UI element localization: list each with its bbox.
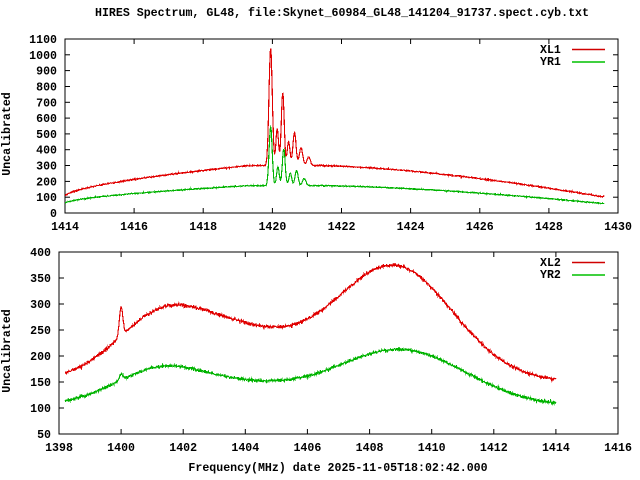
svg-text:1402: 1402 bbox=[169, 442, 197, 455]
svg-text:250: 250 bbox=[30, 325, 51, 338]
svg-text:100: 100 bbox=[36, 192, 57, 205]
svg-text:0: 0 bbox=[50, 208, 57, 221]
svg-text:1414: 1414 bbox=[51, 221, 79, 234]
svg-text:1416: 1416 bbox=[120, 221, 148, 234]
svg-text:1404: 1404 bbox=[231, 442, 259, 455]
svg-text:1416: 1416 bbox=[604, 442, 632, 455]
svg-text:150: 150 bbox=[30, 377, 51, 390]
svg-text:1418: 1418 bbox=[189, 221, 217, 234]
svg-text:50: 50 bbox=[37, 429, 51, 442]
svg-text:350: 350 bbox=[30, 273, 51, 286]
svg-text:700: 700 bbox=[36, 97, 57, 110]
svg-text:1414: 1414 bbox=[542, 442, 570, 455]
svg-text:1406: 1406 bbox=[293, 442, 321, 455]
svg-text:1426: 1426 bbox=[466, 221, 494, 234]
svg-text:1410: 1410 bbox=[418, 442, 446, 455]
svg-text:200: 200 bbox=[30, 351, 51, 364]
svg-text:1420: 1420 bbox=[258, 221, 286, 234]
svg-text:400: 400 bbox=[36, 145, 57, 158]
svg-text:500: 500 bbox=[36, 129, 57, 142]
svg-text:1398: 1398 bbox=[45, 442, 73, 455]
svg-text:1424: 1424 bbox=[397, 221, 425, 234]
svg-text:300: 300 bbox=[36, 161, 57, 174]
svg-text:100: 100 bbox=[30, 403, 51, 416]
svg-text:1430: 1430 bbox=[604, 221, 632, 234]
svg-text:1100: 1100 bbox=[29, 34, 57, 47]
svg-text:1412: 1412 bbox=[480, 442, 508, 455]
svg-text:1400: 1400 bbox=[107, 442, 135, 455]
svg-text:HIRES Spectrum, GL48, file:Sky: HIRES Spectrum, GL48, file:Skynet_60984_… bbox=[95, 7, 589, 20]
svg-text:YR1: YR1 bbox=[540, 56, 561, 69]
svg-text:YR2: YR2 bbox=[540, 269, 561, 282]
svg-text:800: 800 bbox=[36, 82, 57, 95]
svg-text:1000: 1000 bbox=[29, 50, 57, 63]
svg-text:Uncalibrated: Uncalibrated bbox=[1, 92, 14, 176]
svg-text:1422: 1422 bbox=[328, 221, 356, 234]
svg-text:300: 300 bbox=[30, 299, 51, 312]
svg-text:900: 900 bbox=[36, 66, 57, 79]
svg-text:1408: 1408 bbox=[356, 442, 384, 455]
svg-text:600: 600 bbox=[36, 113, 57, 126]
svg-text:400: 400 bbox=[30, 247, 51, 260]
svg-text:Uncalibrated: Uncalibrated bbox=[1, 309, 14, 393]
svg-text:200: 200 bbox=[36, 176, 57, 189]
svg-text:1428: 1428 bbox=[535, 221, 563, 234]
svg-text:Frequency(MHz) date 2025-11-05: Frequency(MHz) date 2025-11-05T18:02:42.… bbox=[188, 462, 487, 475]
